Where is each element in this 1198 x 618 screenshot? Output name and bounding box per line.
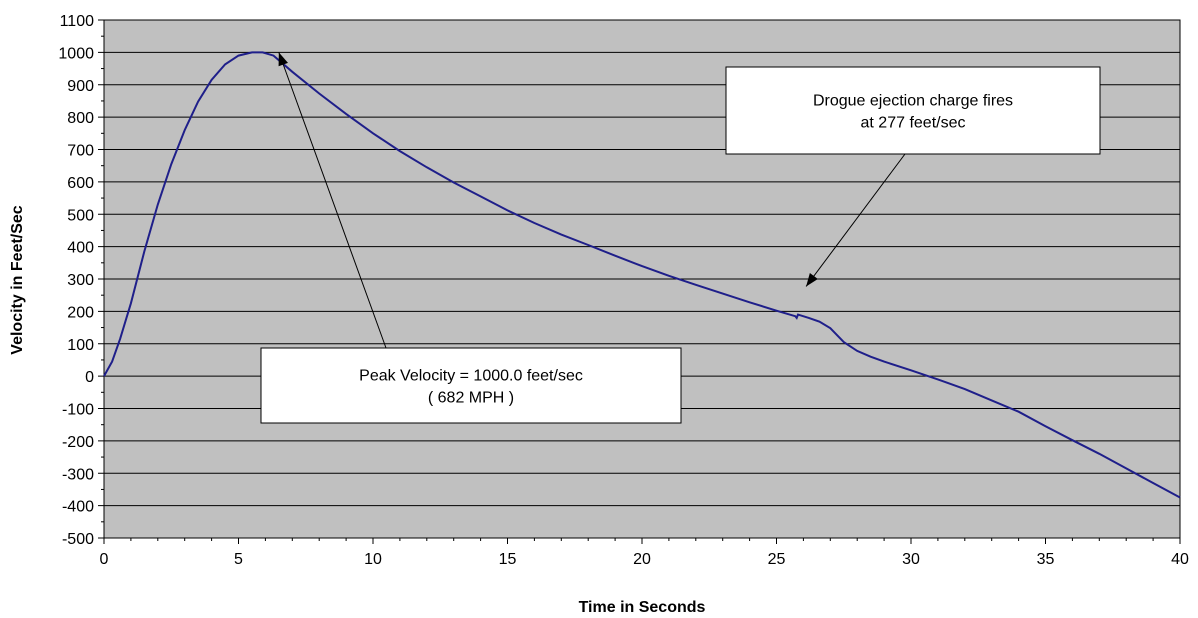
y-tick-label: 400 xyxy=(67,240,94,257)
y-tick-label: 200 xyxy=(67,304,94,321)
x-tick-label: 30 xyxy=(902,551,920,568)
y-tick-label: 600 xyxy=(67,175,94,192)
callout-text: ( 682 MPH ) xyxy=(428,390,514,407)
callout-arrow xyxy=(278,52,387,349)
annotations: Peak Velocity = 1000.0 feet/sec ( 682 MPH… xyxy=(260,52,1101,424)
x-tick-label: 10 xyxy=(364,551,382,568)
y-tick-label: -200 xyxy=(62,434,94,451)
callout-text: Peak Velocity = 1000.0 feet/sec xyxy=(359,368,583,385)
callout-box xyxy=(260,347,682,424)
velocity-series-line xyxy=(103,51,1181,499)
x-tick-label: 15 xyxy=(499,551,517,568)
y-tick-label: -100 xyxy=(62,402,94,419)
grid-lines xyxy=(104,51,1180,507)
y-tick-label: 100 xyxy=(67,337,94,354)
callout-arrow xyxy=(805,153,906,287)
arrowhead xyxy=(278,52,288,67)
x-axis: 0 5 10 15 20 25 30 35 40 xyxy=(100,538,1189,568)
callout-text: at 277 feet/sec xyxy=(861,115,966,132)
y-tick-label: -500 xyxy=(62,531,94,548)
y-tick-label: 1100 xyxy=(60,13,95,30)
y-axis: -500 -400 -300 -200 -100 0 100 200 300 400 500 600 7… xyxy=(58,13,104,548)
callout-1: Peak Velocity = 1000.0 feet/sec ( 682 MPH… xyxy=(260,52,682,424)
y-tick-label: 1000 xyxy=(58,45,94,62)
x-tick-label: 40 xyxy=(1171,551,1189,568)
y-tick-label: -400 xyxy=(62,499,94,516)
callout-box xyxy=(725,66,1101,155)
callout-2: Drogue ejection charge fires at 277 feet/… xyxy=(725,66,1101,287)
y-tick-label: 300 xyxy=(67,272,94,289)
x-axis-title: Time in Seconds xyxy=(579,599,706,616)
x-tick-label: 5 xyxy=(234,551,243,568)
y-tick-label: 0 xyxy=(85,369,94,386)
arrowhead xyxy=(806,273,818,287)
y-tick-label: -300 xyxy=(62,466,94,483)
y-tick-label: 900 xyxy=(67,78,94,95)
x-tick-label: 25 xyxy=(768,551,786,568)
y-tick-label: 700 xyxy=(67,143,94,160)
y-tick-label: 500 xyxy=(67,207,94,224)
x-tick-label: 20 xyxy=(633,551,651,568)
y-tick-label: 800 xyxy=(67,110,94,127)
y-axis-title: Velocity in Feet/Sec xyxy=(9,205,26,355)
callout-text: Drogue ejection charge fires xyxy=(813,93,1013,110)
x-tick-label: 0 xyxy=(100,551,109,568)
x-tick-label: 35 xyxy=(1037,551,1055,568)
